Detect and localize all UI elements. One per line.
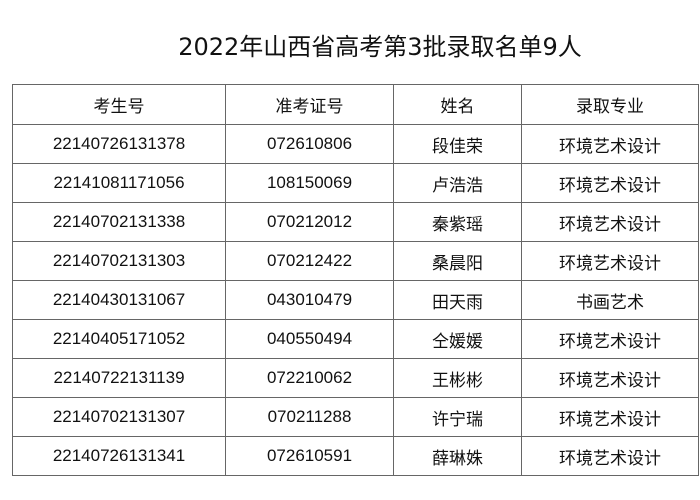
cell-ticket-number: 043010479 — [225, 280, 394, 320]
table-row: 22140726131378 072610806 段佳荣 环境艺术设计 — [12, 124, 699, 164]
cell-exam-id: 22140430131067 — [12, 280, 226, 320]
header-name: 姓名 — [393, 84, 522, 125]
cell-name: 薛琳姝 — [393, 436, 522, 476]
cell-exam-id: 22140722131139 — [12, 358, 226, 398]
cell-name: 许宁瑞 — [393, 397, 522, 437]
table-header-row: 考生号 准考证号 姓名 录取专业 — [12, 84, 699, 125]
cell-name: 王彬彬 — [393, 358, 522, 398]
cell-ticket-number: 072210062 — [225, 358, 394, 398]
cell-ticket-number: 070212012 — [225, 202, 394, 242]
cell-name: 桑晨阳 — [393, 241, 522, 281]
cell-major: 环境艺术设计 — [521, 202, 699, 242]
table-row: 22140726131341 072610591 薛琳姝 环境艺术设计 — [12, 436, 699, 476]
header-major: 录取专业 — [521, 84, 699, 125]
table-row: 22140722131139 072210062 王彬彬 环境艺术设计 — [12, 358, 699, 398]
table-row: 22140702131338 070212012 秦紫瑶 环境艺术设计 — [12, 202, 699, 242]
cell-exam-id: 22140702131303 — [12, 241, 226, 281]
cell-name: 秦紫瑶 — [393, 202, 522, 242]
cell-name: 田天雨 — [393, 280, 522, 320]
cell-ticket-number: 072610591 — [225, 436, 394, 476]
table-body: 22140726131378 072610806 段佳荣 环境艺术设计 22141081… — [12, 124, 699, 476]
cell-major: 环境艺术设计 — [521, 319, 699, 359]
table-row: 22141081171056 108150069 卢浩浩 环境艺术设计 — [12, 163, 699, 203]
cell-major: 书画艺术 — [521, 280, 699, 320]
cell-name: 段佳荣 — [393, 124, 522, 164]
cell-ticket-number: 070211288 — [225, 397, 394, 437]
cell-major: 环境艺术设计 — [521, 163, 699, 203]
admission-table: 考生号 准考证号 姓名 录取专业 22140726131378 072610806… — [12, 84, 699, 476]
page-title: 2022年山西省高考第3批录取名单9人 — [178, 33, 582, 61]
cell-major: 环境艺术设计 — [521, 358, 699, 398]
cell-major: 环境艺术设计 — [521, 124, 699, 164]
header-exam-id: 考生号 — [12, 84, 226, 125]
cell-ticket-number: 072610806 — [225, 124, 394, 164]
cell-exam-id: 22140702131307 — [12, 397, 226, 437]
header-ticket-number: 准考证号 — [225, 84, 394, 125]
table-row: 22140702131303 070212422 桑晨阳 环境艺术设计 — [12, 241, 699, 281]
cell-major: 环境艺术设计 — [521, 436, 699, 476]
cell-ticket-number: 108150069 — [225, 163, 394, 203]
cell-name: 仝媛媛 — [393, 319, 522, 359]
cell-exam-id: 22140726131341 — [12, 436, 226, 476]
cell-exam-id: 22140405171052 — [12, 319, 226, 359]
cell-name: 卢浩浩 — [393, 163, 522, 203]
cell-exam-id: 22140726131378 — [12, 124, 226, 164]
cell-major: 环境艺术设计 — [521, 241, 699, 281]
table-row: 22140430131067 043010479 田天雨 书画艺术 — [12, 280, 699, 320]
cell-ticket-number: 040550494 — [225, 319, 394, 359]
cell-exam-id: 22140702131338 — [12, 202, 226, 242]
cell-ticket-number: 070212422 — [225, 241, 394, 281]
cell-major: 环境艺术设计 — [521, 397, 699, 437]
table-row: 22140405171052 040550494 仝媛媛 环境艺术设计 — [12, 319, 699, 359]
cell-exam-id: 22141081171056 — [12, 163, 226, 203]
table-row: 22140702131307 070211288 许宁瑞 环境艺术设计 — [12, 397, 699, 437]
